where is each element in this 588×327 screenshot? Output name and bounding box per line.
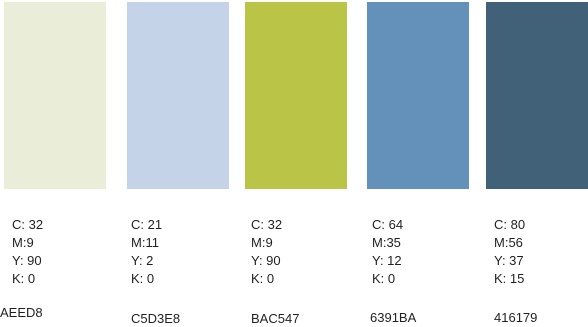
cmyk-values-4: C: 64 M:35 Y: 12 K: 0	[372, 216, 403, 288]
black-value: K: 0	[251, 271, 275, 286]
cyan-value: C: 64	[372, 217, 404, 232]
color-swatch-5	[486, 2, 588, 189]
yellow-value: Y: 37	[494, 253, 524, 268]
color-swatch-2	[127, 2, 229, 189]
magenta-value: M:9	[251, 235, 273, 250]
hex-code-3: BAC547	[251, 311, 300, 326]
cmyk-values-1: C: 32 M:9 Y: 90 K: 0	[12, 216, 43, 288]
hex-code-5: 416179	[494, 310, 538, 325]
yellow-value: Y: 90	[251, 253, 281, 268]
cyan-value: C: 32	[251, 217, 283, 232]
color-swatch-1	[4, 2, 106, 189]
cyan-value: C: 80	[494, 217, 526, 232]
hex-code-2: C5D3E8	[131, 311, 181, 326]
color-swatch-4	[367, 2, 469, 189]
yellow-value: Y: 90	[12, 253, 42, 268]
black-value: K: 15	[494, 271, 525, 286]
hex-code-4: 6391BA	[370, 310, 417, 325]
magenta-value: M:11	[131, 235, 159, 250]
black-value: K: 0	[12, 271, 36, 286]
cmyk-values-2: C: 21 M:11 Y: 2 K: 0	[131, 216, 162, 288]
magenta-value: M:35	[372, 235, 401, 250]
magenta-value: M:56	[494, 235, 523, 250]
cyan-value: C: 21	[131, 217, 163, 232]
black-value: K: 0	[372, 271, 396, 286]
magenta-value: M:9	[12, 235, 34, 250]
cmyk-values-3: C: 32 M:9 Y: 90 K: 0	[251, 216, 282, 288]
cyan-value: C: 32	[12, 217, 44, 232]
hex-code-1: AEED8	[0, 305, 43, 320]
black-value: K: 0	[131, 271, 155, 286]
yellow-value: Y: 2	[131, 253, 154, 268]
cmyk-values-5: C: 80 M:56 Y: 37 K: 15	[494, 216, 525, 288]
yellow-value: Y: 12	[372, 253, 402, 268]
color-swatch-3	[245, 2, 347, 189]
